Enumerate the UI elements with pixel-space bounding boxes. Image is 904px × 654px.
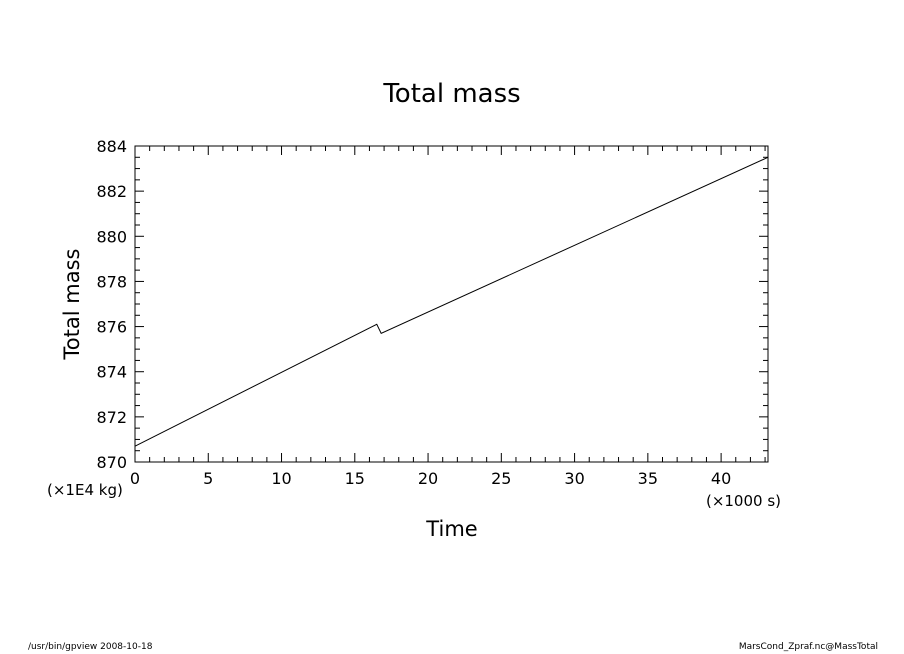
x-tick-label: 0 [130, 469, 140, 488]
y-tick-labels: 870 872 874 876 878 880 882 884 [96, 137, 127, 472]
x-tick-label: 40 [711, 469, 731, 488]
chart-title: Total mass [382, 79, 520, 109]
x-tick-label: 10 [271, 469, 291, 488]
x-axis-label: Time [425, 517, 477, 541]
ticks [134, 145, 768, 463]
series-layer [134, 156, 769, 447]
x-tick-label: 35 [638, 469, 658, 488]
x-tick-label: 5 [203, 469, 213, 488]
footer-left-text: /usr/bin/gpview 2008-10-18 [28, 642, 153, 652]
x-tick-label: 15 [345, 469, 365, 488]
x-tick-label: 25 [491, 469, 511, 488]
x-tick-labels: 0 5 10 15 20 25 30 35 40 [130, 469, 731, 488]
y-tick-label: 880 [96, 227, 127, 246]
x-tick-label: 30 [564, 469, 584, 488]
y-tick-label: 872 [96, 408, 127, 427]
footer-right-text: MarsCond_Zpraf.nc@MassTotal [738, 642, 878, 652]
y-tick-label: 870 [96, 453, 127, 472]
y-axis-label: Total mass [60, 249, 84, 361]
y-tick-label: 878 [96, 272, 127, 291]
x-axis-unit: (×1000 s) [706, 492, 781, 510]
y-tick-label: 876 [96, 318, 127, 337]
y-tick-label: 884 [96, 137, 127, 156]
series-line-1 [134, 156, 769, 447]
y-axis-unit: (×1E4 kg) [47, 481, 123, 499]
y-tick-label: 874 [96, 363, 127, 382]
x-tick-label: 20 [418, 469, 438, 488]
y-tick-label: 882 [96, 182, 127, 201]
plot-frame [134, 145, 769, 463]
